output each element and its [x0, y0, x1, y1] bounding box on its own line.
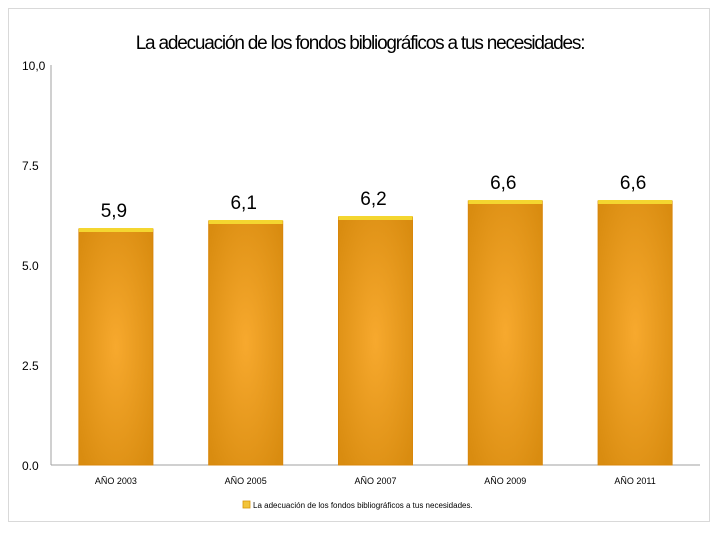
- x-tick-label: AÑO 2003: [95, 476, 137, 486]
- data-label: 6,2: [360, 189, 386, 210]
- x-tick-label: AÑO 2007: [354, 476, 396, 486]
- legend: La adecuación de los fondos bibliográfic…: [242, 500, 473, 510]
- x-tick-label: AÑO 2011: [614, 476, 655, 486]
- data-label: 6,6: [490, 173, 516, 194]
- bar-top-highlight: [78, 228, 153, 232]
- bar: [338, 216, 413, 466]
- y-tick-label: 10,0: [22, 59, 46, 73]
- chart-frame: [8, 8, 710, 522]
- y-tick-label: 2.5: [22, 359, 39, 373]
- data-label: 6,1: [230, 193, 256, 214]
- bar: [597, 200, 673, 466]
- y-tick-label: 7.5: [22, 159, 39, 173]
- y-tick-label: 0.0: [22, 459, 39, 473]
- bar-top-highlight: [208, 220, 283, 224]
- bar-top-highlight: [468, 200, 543, 204]
- bar-top-highlight: [598, 200, 673, 204]
- data-label: 6,6: [620, 173, 646, 194]
- chart-title: La adecuación de los fondos bibliográfic…: [136, 33, 585, 54]
- data-label: 5,9: [101, 201, 127, 222]
- legend-swatch: [242, 500, 251, 509]
- x-tick-label: AÑO 2009: [484, 476, 526, 486]
- bar-top-highlight: [338, 216, 413, 220]
- bar: [467, 200, 543, 466]
- y-tick-label: 5.0: [22, 259, 39, 273]
- legend-label: La adecuación de los fondos bibliográfic…: [253, 501, 473, 510]
- bar: [208, 220, 284, 466]
- bar: [78, 228, 154, 466]
- x-tick-label: AÑO 2005: [225, 476, 267, 486]
